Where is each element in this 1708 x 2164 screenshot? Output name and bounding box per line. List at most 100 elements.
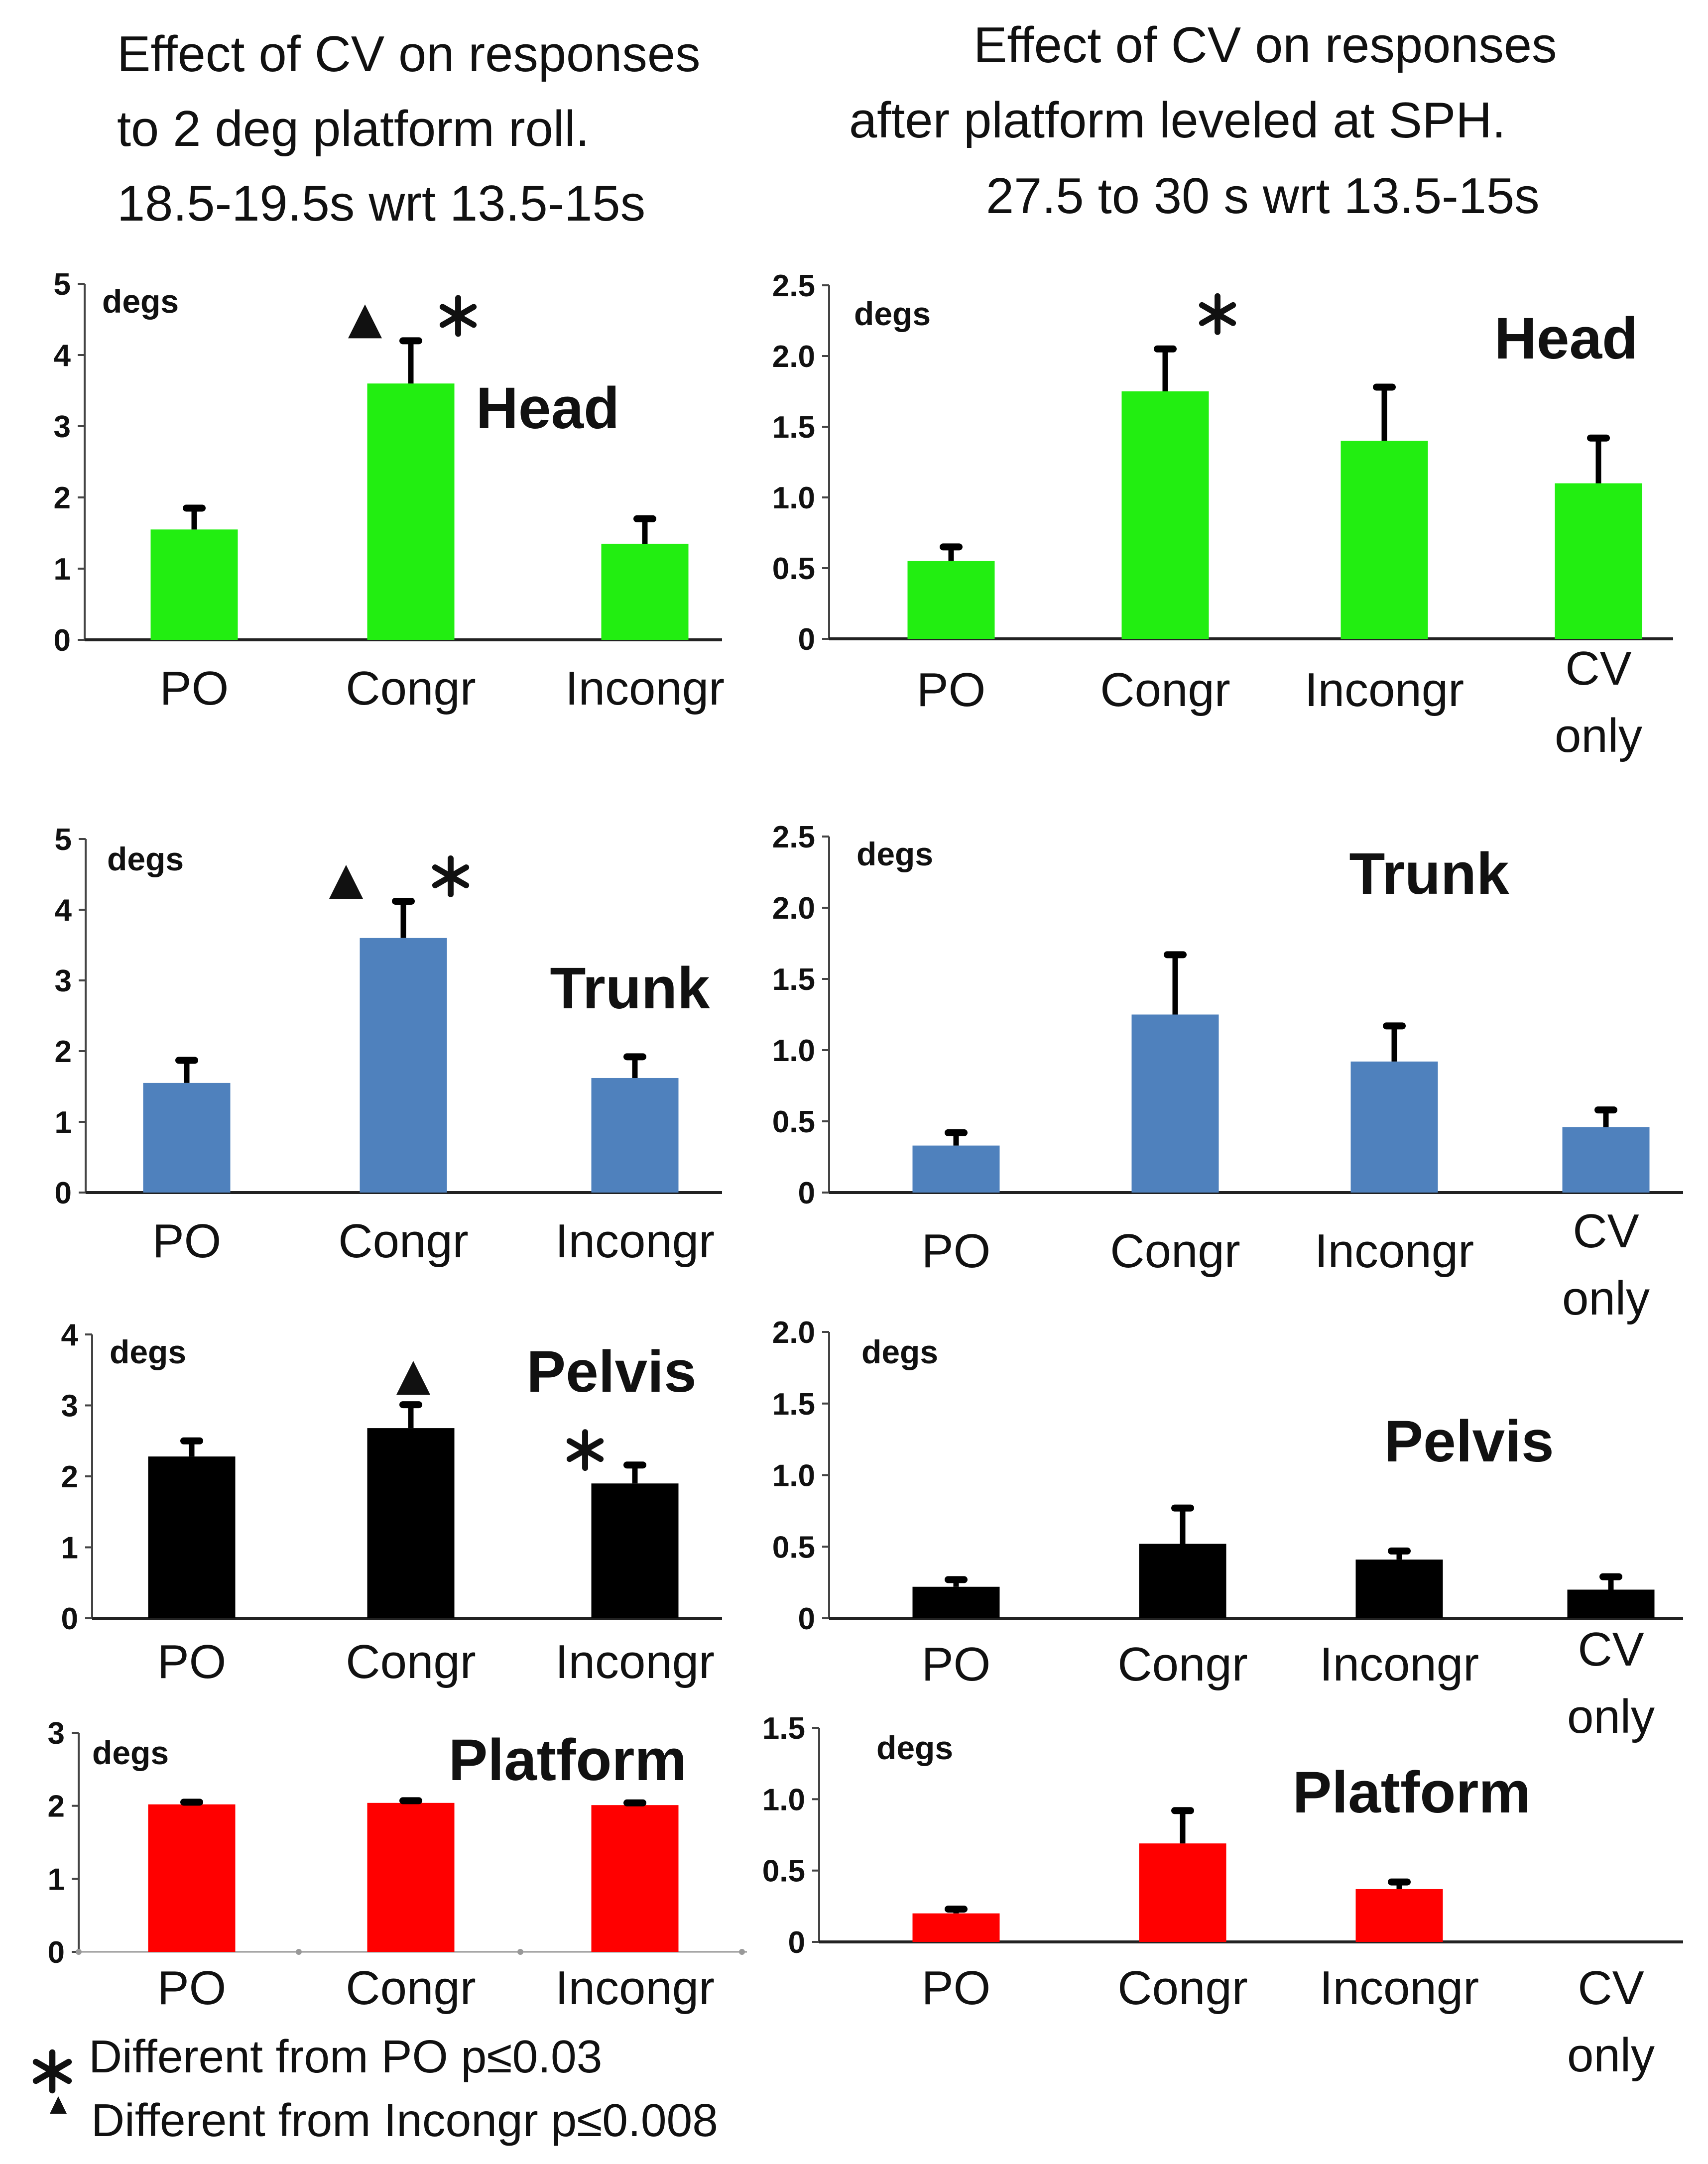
y-tick-label: 2.5 bbox=[772, 820, 815, 854]
category-label: Incongr bbox=[1320, 1638, 1479, 1691]
y-axis-unit-label: degs bbox=[110, 1333, 186, 1370]
bar-po bbox=[148, 1804, 236, 1952]
category-label: Incongr bbox=[1315, 1224, 1474, 1278]
y-axis-unit-label: degs bbox=[102, 283, 179, 320]
y-tick-label: 0.5 bbox=[772, 1530, 815, 1564]
right-title-line-2: after platform leveled at SPH. bbox=[849, 93, 1506, 148]
segment-title: Pelvis bbox=[1384, 1409, 1554, 1474]
x-axis-node bbox=[296, 1949, 302, 1955]
y-tick-label: 0 bbox=[798, 1176, 815, 1210]
bar-incongr bbox=[1355, 1889, 1443, 1942]
y-tick-label: 5 bbox=[55, 823, 72, 857]
y-tick-label: 2.5 bbox=[772, 269, 815, 303]
y-tick-label: 1 bbox=[54, 552, 71, 587]
y-tick-label: 0 bbox=[788, 1925, 805, 1960]
y-tick-label: 3 bbox=[54, 410, 71, 444]
bar-congr bbox=[1131, 1014, 1219, 1193]
y-axis-unit-label: degs bbox=[856, 836, 933, 872]
y-tick-label: 2.0 bbox=[772, 891, 815, 926]
left-title-line-3: 18.5-19.5s wrt 13.5-15s bbox=[117, 176, 645, 232]
bar-cv-only bbox=[1555, 483, 1642, 639]
right-column-title: Effect of CV on responses after platform… bbox=[849, 17, 1557, 224]
y-tick-label: 0 bbox=[55, 1176, 72, 1210]
y-tick-label: 4 bbox=[55, 893, 72, 928]
chart-right-trunk: 0 0.5 1.0 1.5 2.0 2.5 PO Congr Incongr CV only degs… bbox=[772, 820, 1683, 1325]
segment-title: Platform bbox=[449, 1727, 687, 1793]
y-tick-label: 0 bbox=[54, 623, 71, 658]
category-label: PO bbox=[152, 1214, 222, 1268]
chart-left-trunk: 0 1 2 3 4 5 PO Congr Incongr degs Trunk bbox=[55, 823, 722, 1268]
segment-title: Platform bbox=[1293, 1760, 1531, 1825]
category-label: Congr bbox=[346, 1961, 476, 2015]
y-tick-label: 0 bbox=[48, 1935, 65, 1970]
category-label: Incongr bbox=[555, 1214, 715, 1268]
category-label: Congr bbox=[1110, 1224, 1240, 1278]
y-tick-label: 3 bbox=[55, 964, 72, 998]
legend-triangle-icon bbox=[50, 2096, 67, 2114]
category-label: Incongr bbox=[1305, 663, 1464, 717]
left-title-line-2: to 2 deg platform roll. bbox=[117, 101, 590, 157]
category-label: PO bbox=[922, 1224, 991, 1278]
y-tick-label: 0 bbox=[61, 1602, 78, 1636]
bar-cv-only bbox=[1562, 1127, 1650, 1193]
y-tick-label: 2.0 bbox=[772, 1316, 815, 1350]
marker-asterisk-icon bbox=[1199, 293, 1236, 335]
bar-congr bbox=[1139, 1843, 1226, 1942]
category-label: Congr bbox=[346, 1635, 476, 1688]
bar-incongr bbox=[591, 1483, 679, 1618]
segment-title: Trunk bbox=[550, 956, 710, 1021]
y-tick-label: 1.0 bbox=[772, 1034, 815, 1068]
y-axis-unit-label: degs bbox=[854, 295, 931, 332]
bar-po bbox=[143, 1082, 231, 1193]
y-tick-label: 1.0 bbox=[772, 1459, 815, 1493]
bar-po bbox=[912, 1145, 1000, 1193]
marker-triangle-icon bbox=[396, 1361, 430, 1395]
y-tick-label: 0 bbox=[798, 1602, 815, 1636]
bar-congr bbox=[367, 1428, 455, 1618]
marker-asterisk-icon bbox=[432, 855, 470, 897]
bar-cv-only bbox=[1567, 1589, 1655, 1618]
category-label: Congr bbox=[346, 662, 476, 715]
bar-po bbox=[907, 561, 995, 639]
y-tick-label: 4 bbox=[61, 1318, 79, 1352]
category-label: Congr bbox=[338, 1214, 468, 1268]
y-tick-label: 1 bbox=[61, 1531, 78, 1565]
y-tick-label: 1.0 bbox=[772, 481, 815, 515]
chart-panels: 0 1 2 3 4 5 PO Congr Incongr degs Head 0 0.5 1.0 1.5 2.… bbox=[48, 267, 1683, 2082]
y-tick-label: 0.5 bbox=[772, 1105, 815, 1139]
bar-congr bbox=[367, 383, 455, 640]
category-label: CV only bbox=[1562, 1204, 1650, 1325]
category-label: PO bbox=[157, 1635, 227, 1688]
chart-right-platform: 0 0.5 1.0 1.5 PO Congr Incongr CV only degs Platfo… bbox=[762, 1711, 1683, 2082]
bar-congr bbox=[360, 938, 447, 1193]
y-tick-label: 0 bbox=[798, 622, 815, 657]
legend-label-asterisk: Different from PO p≤0.03 bbox=[89, 2031, 602, 2082]
legend-asterisk-icon bbox=[32, 2049, 72, 2094]
bar-congr bbox=[1139, 1544, 1226, 1618]
category-label: Incongr bbox=[555, 1635, 715, 1688]
bar-incongr bbox=[1341, 441, 1428, 639]
y-tick-label: 0.5 bbox=[762, 1854, 805, 1889]
chart-left-head: 0 1 2 3 4 5 PO Congr Incongr degs Head bbox=[54, 267, 725, 715]
y-tick-label: 1.5 bbox=[772, 962, 815, 997]
category-label: PO bbox=[922, 1961, 991, 2015]
category-label: CV only bbox=[1567, 1623, 1655, 1743]
left-column-title: Effect of CV on responses to 2 deg platf… bbox=[117, 26, 701, 232]
category-label: PO bbox=[917, 663, 986, 717]
y-tick-label: 3 bbox=[61, 1389, 78, 1424]
bar-congr bbox=[367, 1803, 455, 1952]
y-tick-label: 1 bbox=[55, 1105, 72, 1140]
legend: Different from PO p≤0.03 Different from … bbox=[32, 2031, 718, 2146]
marker-triangle-icon bbox=[348, 304, 382, 339]
marker-asterisk-icon bbox=[566, 1429, 604, 1471]
bar-incongr bbox=[1355, 1560, 1443, 1618]
left-title-line-1: Effect of CV on responses bbox=[117, 26, 701, 82]
y-tick-label: 2.0 bbox=[772, 340, 815, 374]
category-label: PO bbox=[160, 662, 229, 715]
y-tick-label: 2 bbox=[54, 481, 71, 515]
marker-triangle-icon bbox=[329, 864, 363, 899]
bar-po bbox=[150, 529, 238, 640]
y-tick-label: 1.5 bbox=[772, 1387, 815, 1422]
bar-incongr bbox=[591, 1805, 679, 1952]
